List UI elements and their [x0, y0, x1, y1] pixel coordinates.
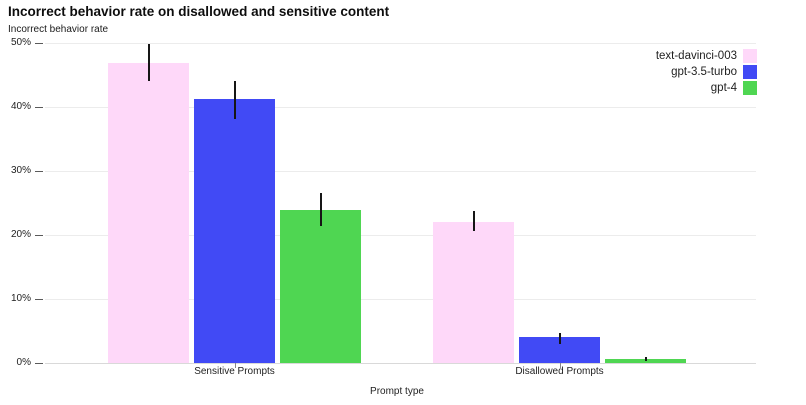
y-tick-mark — [35, 106, 43, 108]
y-axis-title: Incorrect behavior rate — [8, 24, 109, 35]
legend-label: gpt-3.5-turbo — [671, 66, 737, 78]
error-bar-gpt-3.5-turbo — [558, 332, 561, 344]
bar-text-davinci-003 — [433, 221, 514, 363]
y-tick-mark — [35, 234, 43, 236]
y-tick-label: 30% — [10, 165, 31, 176]
legend-swatch-gpt-4 — [743, 81, 757, 95]
chart-title: Incorrect behavior rate on disallowed an… — [8, 4, 390, 19]
y-gridline — [45, 235, 756, 236]
y-tick-mark — [35, 170, 43, 172]
x-tick-mark — [559, 363, 561, 368]
error-bar-text-davinci-003 — [472, 211, 475, 232]
bar-gpt-4 — [280, 210, 361, 363]
y-gridline — [45, 107, 756, 108]
x-axis-title: Prompt type — [370, 386, 424, 397]
y-tick-mark — [35, 42, 43, 44]
x-category-label: Sensitive Prompts — [194, 366, 275, 377]
error-bar-gpt-3.5-turbo — [233, 81, 236, 119]
y-tick-label: 0% — [16, 357, 31, 368]
legend-label: gpt-4 — [710, 82, 737, 94]
error-bar-gpt-4 — [319, 193, 322, 227]
y-tick-label: 50% — [10, 37, 31, 48]
bar-gpt-4 — [605, 359, 686, 363]
y-tick-label: 40% — [10, 101, 31, 112]
y-tick-label: 20% — [10, 229, 31, 240]
legend-item-gpt-4: gpt-4 — [656, 80, 757, 96]
legend: text-davinci-003 gpt-3.5-turbo gpt-4 — [656, 48, 757, 96]
bar-text-davinci-003 — [108, 62, 189, 363]
y-gridline — [45, 299, 756, 300]
y-tick-mark — [35, 298, 43, 300]
x-tick-mark — [234, 363, 236, 368]
error-bar-text-davinci-003 — [147, 43, 150, 82]
x-category-label: Disallowed Prompts — [515, 366, 604, 377]
y-tick-label: 10% — [10, 293, 31, 304]
legend-item-text-davinci-003: text-davinci-003 — [656, 48, 757, 64]
bar-gpt-3.5-turbo — [194, 99, 275, 363]
y-gridline — [45, 171, 756, 172]
legend-label: text-davinci-003 — [655, 50, 737, 62]
x-axis-line — [45, 363, 756, 364]
legend-swatch-gpt-3.5-turbo — [743, 65, 757, 79]
legend-item-gpt-3.5-turbo: gpt-3.5-turbo — [656, 64, 757, 80]
error-bar-gpt-4 — [644, 357, 647, 361]
legend-swatch-text-davinci-003 — [743, 49, 757, 63]
y-gridline — [45, 43, 756, 44]
y-tick-mark — [35, 362, 43, 364]
